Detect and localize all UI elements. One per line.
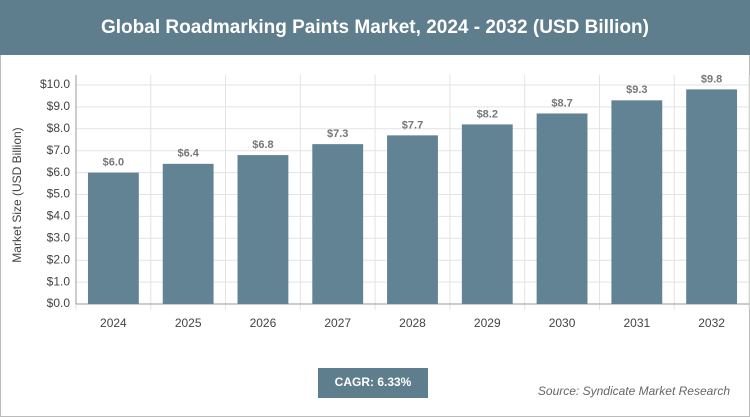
value-label: $6.8 [252, 139, 273, 151]
x-tick-label: 2027 [324, 316, 351, 330]
value-label: $6.0 [103, 157, 124, 169]
bar [686, 89, 738, 304]
y-tick-label: $8.0 [47, 121, 71, 135]
x-tick-label: 2029 [474, 316, 501, 330]
x-tick-label: 2032 [698, 316, 725, 330]
value-label: $6.4 [177, 148, 199, 160]
x-tick-label: 2026 [250, 316, 277, 330]
chart-title: Global Roadmarking Paints Market, 2024 -… [101, 17, 649, 38]
x-tick-label: 2030 [549, 316, 576, 330]
value-label: $9.3 [626, 84, 647, 96]
value-label: $7.3 [327, 128, 348, 140]
bar [87, 172, 139, 304]
x-tick-label: 2031 [623, 316, 650, 330]
bar [536, 113, 588, 304]
x-tick-label: 2025 [175, 316, 202, 330]
bar [162, 163, 214, 304]
x-tick-label: 2028 [399, 316, 426, 330]
bar [312, 144, 364, 304]
y-tick-label: $7.0 [47, 143, 71, 157]
y-tick-label: $0.0 [47, 296, 71, 310]
y-tick-label: $10.0 [40, 77, 70, 91]
y-tick-label: $4.0 [47, 209, 71, 223]
y-tick-label: $2.0 [47, 252, 71, 266]
y-tick-label: $1.0 [47, 274, 71, 288]
value-label: $9.8 [701, 73, 722, 85]
value-label: $7.7 [402, 119, 423, 131]
cagr-label: CAGR: 6.33% [335, 375, 412, 389]
value-label: $8.2 [477, 108, 498, 120]
source-note: Source: Syndicate Market Research [538, 384, 730, 398]
value-label: $8.7 [551, 97, 572, 109]
y-tick-label: $5.0 [47, 187, 71, 201]
bar [237, 155, 289, 304]
y-tick-label: $9.0 [47, 99, 71, 113]
bar [611, 100, 663, 304]
y-tick-label: $6.0 [47, 165, 71, 179]
title-bar [0, 0, 750, 55]
y-axis-label: Market Size (USD Billion) [10, 127, 24, 262]
bar [461, 124, 513, 304]
bar [387, 135, 438, 304]
cagr-box [318, 368, 428, 398]
x-tick-label: 2024 [100, 316, 127, 330]
y-tick-label: $3.0 [47, 230, 71, 244]
